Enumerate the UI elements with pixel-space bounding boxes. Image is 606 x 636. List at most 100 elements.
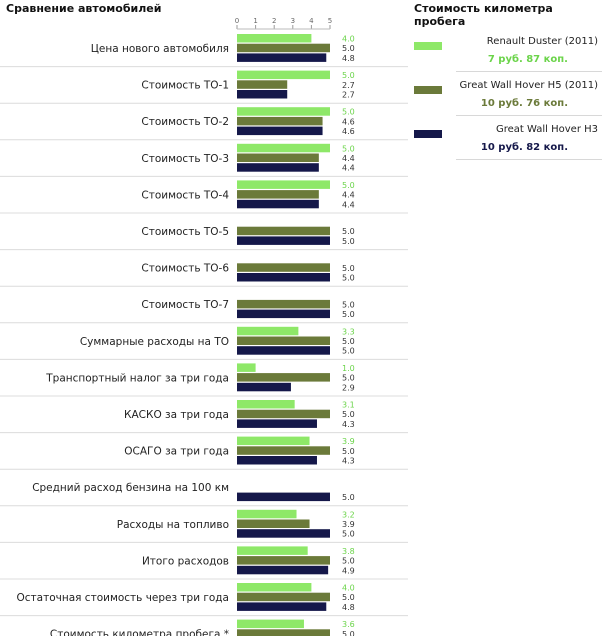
x-tick-label: 5 (328, 17, 332, 25)
bar-3 (237, 163, 319, 172)
value-label: 4.3 (342, 457, 355, 466)
value-label: 5.0 (342, 300, 355, 309)
bar-2 (237, 556, 330, 565)
category-label: Цена нового автомобиля (91, 43, 229, 55)
value-label: 4.8 (342, 54, 355, 63)
value-label: 4.0 (342, 584, 355, 593)
value-label: 5.0 (342, 493, 355, 502)
value-label: 2.7 (342, 91, 355, 100)
x-tick-label: 3 (291, 17, 295, 25)
legend-item: Great Wall Hover H3 10 руб. 82 коп. (414, 116, 602, 160)
bar-3 (237, 90, 288, 99)
value-label: 3.9 (342, 437, 355, 446)
x-tick-label: 1 (253, 17, 257, 25)
value-label: 4.0 (342, 35, 355, 44)
category-label: Стоимость километра пробега * (50, 629, 229, 636)
category-label: Итого расходов (142, 555, 229, 567)
legend-swatch (414, 130, 442, 138)
value-label: 5.0 (342, 447, 355, 456)
bar-3 (237, 382, 291, 392)
bar-2 (237, 116, 323, 126)
bar-2 (237, 592, 330, 602)
category-label: КАСКО за три года (124, 409, 229, 421)
bar-2 (237, 153, 319, 162)
bar-2 (237, 409, 330, 419)
bar-3 (237, 309, 330, 319)
value-label: 5.0 (342, 108, 355, 117)
bar-1 (237, 180, 330, 189)
bar-3 (237, 273, 330, 282)
bar-2 (237, 299, 330, 309)
x-tick-label: 4 (309, 17, 314, 25)
bar-2 (237, 43, 330, 53)
value-label: 5.0 (342, 410, 355, 419)
value-label: 4.4 (342, 191, 355, 200)
category-label: ОСАГО за три года (124, 446, 229, 458)
value-label: 3.3 (342, 327, 355, 336)
bar-2 (237, 80, 288, 89)
value-label: 2.7 (342, 81, 355, 90)
bar-1 (237, 436, 310, 446)
value-label: 4.4 (342, 200, 355, 209)
value-label: 5.0 (342, 310, 355, 319)
x-tick-label: 0 (235, 17, 239, 25)
bar-3 (237, 565, 329, 575)
category-label: Стоимость ТО-2 (141, 116, 229, 128)
x-tick-label: 2 (272, 17, 276, 25)
bar-3 (237, 529, 330, 538)
bar-1 (237, 509, 297, 519)
value-label: 5.0 (342, 237, 355, 246)
value-label: 5.0 (342, 630, 355, 636)
legend-separator (456, 159, 602, 160)
value-label: 5.0 (342, 227, 355, 236)
value-label: 2.9 (342, 383, 355, 392)
legend-series-name: Great Wall Hover H5 (2011) (459, 80, 598, 91)
bar-1 (237, 107, 330, 116)
value-label: 4.6 (342, 127, 355, 136)
bar-3 (237, 53, 327, 62)
bar-3 (237, 199, 319, 209)
bar-3 (237, 602, 327, 611)
bar-2 (237, 446, 330, 455)
bar-3 (237, 236, 330, 245)
bar-2 (237, 629, 330, 636)
bar-1 (237, 400, 295, 409)
value-label: 5.0 (342, 374, 355, 383)
bar-2 (237, 336, 330, 345)
legend-separator (456, 71, 602, 72)
category-label: Средний расход бензина на 100 км (32, 482, 229, 494)
value-label: 5.0 (342, 347, 355, 356)
value-label: 5.0 (342, 557, 355, 566)
value-label: 4.3 (342, 420, 355, 429)
bar-1 (237, 363, 256, 372)
legend-separator (456, 115, 602, 116)
bar-2 (237, 519, 310, 528)
value-label: 3.9 (342, 520, 355, 529)
category-label: Стоимость ТО-4 (141, 189, 229, 201)
bar-2 (237, 263, 330, 272)
bar-2 (237, 373, 330, 382)
category-label: Расходы на топливо (117, 519, 229, 531)
value-label: 3.1 (342, 401, 355, 410)
category-label: Стоимость ТО-5 (141, 226, 229, 238)
value-label: 5.0 (342, 44, 355, 53)
value-label: 3.8 (342, 547, 355, 556)
legend-cost-value: 10 руб. 82 коп. (480, 142, 568, 153)
bar-3 (237, 492, 330, 502)
category-label: Стоимость ТО-1 (141, 80, 229, 92)
legend-item: Renault Duster (2011) 7 руб. 87 коп. (414, 28, 602, 72)
bar-1 (237, 326, 299, 336)
value-label: 5.0 (342, 530, 355, 539)
value-label: 5.0 (342, 337, 355, 346)
bar-1 (237, 143, 330, 153)
bar-1 (237, 583, 312, 592)
bar-1 (237, 34, 312, 43)
bar-1 (237, 70, 330, 80)
value-label: 3.2 (342, 510, 355, 519)
bar-1 (237, 619, 304, 629)
value-label: 4.4 (342, 164, 355, 173)
value-label: 4.8 (342, 603, 355, 612)
legend-series-name: Great Wall Hover H3 (495, 124, 598, 135)
chart-title: Сравнение автомобилей (6, 2, 162, 15)
